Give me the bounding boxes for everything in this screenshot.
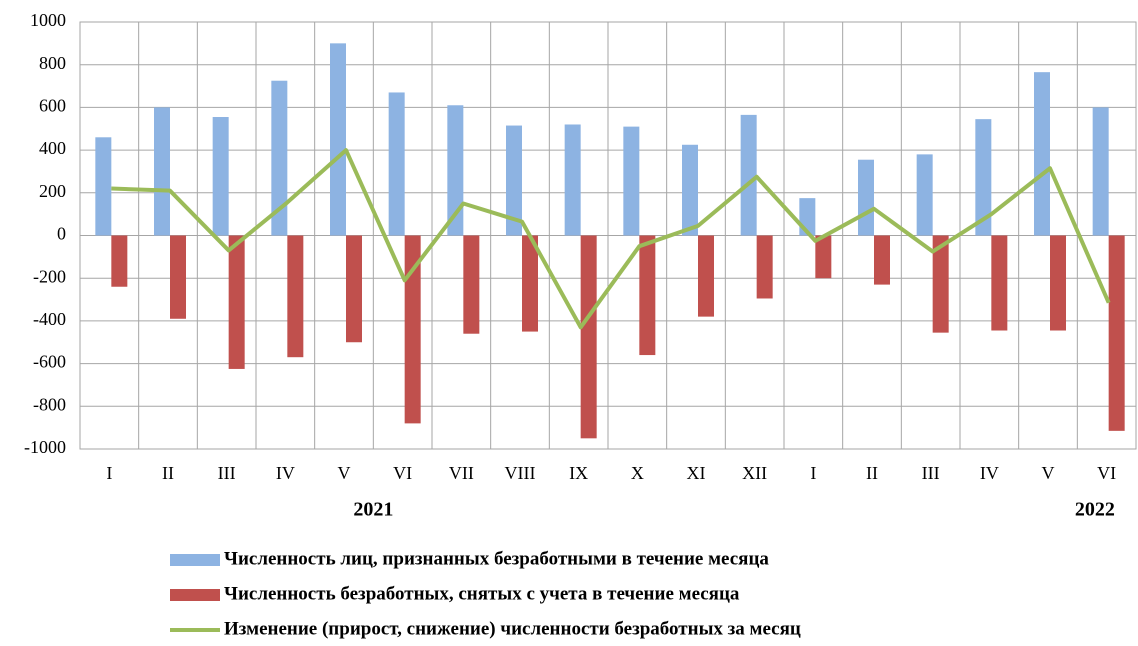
bar — [932, 235, 949, 333]
y-tick-label: -1000 — [24, 437, 66, 457]
x-tick-label: II — [866, 463, 878, 483]
y-tick-label: -600 — [33, 352, 66, 372]
bar — [564, 124, 581, 236]
x-tick-label: III — [218, 463, 236, 483]
bar — [815, 235, 832, 279]
bar — [271, 80, 288, 236]
plot-border — [79, 21, 1137, 450]
x-tick-label: VIII — [505, 463, 536, 483]
legend-label: Численность лиц, признанных безработными… — [224, 548, 769, 569]
legend-swatch — [170, 554, 220, 566]
y-tick-label: -400 — [33, 309, 66, 329]
bar — [346, 235, 362, 343]
bar — [975, 119, 992, 236]
x-tick-label: X — [631, 463, 644, 483]
bar — [1092, 107, 1109, 236]
x-tick-label: IX — [569, 463, 588, 483]
line — [111, 148, 1111, 330]
x-tick-label: I — [106, 463, 112, 483]
bar — [170, 235, 186, 319]
x-tick-label: VII — [449, 463, 474, 483]
x-tick-label: III — [922, 463, 940, 483]
bar — [228, 235, 245, 369]
x-tick-label: IV — [980, 463, 999, 483]
bar — [639, 235, 656, 356]
x-tick-label: IV — [276, 463, 295, 483]
bar — [330, 43, 346, 236]
x-tick-label: XII — [742, 463, 767, 483]
x-tick-label: VI — [393, 463, 412, 483]
bar — [991, 235, 1008, 331]
bar — [506, 125, 522, 236]
y-tick-label: 1000 — [30, 10, 66, 30]
bar — [858, 159, 874, 236]
legend-swatch — [170, 589, 220, 601]
year-label: 2022 — [1075, 499, 1115, 521]
bar — [111, 235, 128, 287]
bar — [580, 235, 597, 439]
x-tick-label: II — [162, 463, 174, 483]
y-tick-label: 200 — [39, 181, 66, 201]
bar — [623, 126, 640, 236]
bar — [95, 137, 112, 236]
bar — [874, 235, 890, 285]
x-tick-label: XI — [687, 463, 706, 483]
bar — [916, 154, 933, 236]
bar — [740, 114, 757, 236]
bar — [1108, 235, 1125, 431]
bar — [682, 144, 698, 236]
year-label: 2021 — [353, 499, 393, 521]
bar — [463, 235, 480, 334]
x-tick-label: V — [338, 463, 351, 483]
bar — [447, 105, 464, 236]
y-tick-label: 800 — [39, 53, 66, 73]
bar — [1050, 235, 1066, 331]
legend-label: Изменение (прирост, снижение) численност… — [224, 618, 801, 639]
bar — [698, 235, 714, 317]
bar — [154, 107, 170, 236]
x-tick-label: V — [1042, 463, 1055, 483]
y-tick-label: -200 — [33, 266, 66, 286]
x-tick-label: I — [810, 463, 816, 483]
bar — [287, 235, 304, 358]
bar — [756, 235, 773, 299]
y-tick-label: 600 — [39, 96, 66, 116]
bar — [1034, 72, 1050, 236]
bar — [212, 117, 229, 236]
legend-label: Численность безработных, снятых с учета … — [224, 583, 740, 604]
x-tick-label: VI — [1097, 463, 1116, 483]
bar — [522, 235, 538, 332]
y-tick-label: 0 — [57, 224, 66, 244]
bar — [404, 235, 421, 424]
bar — [388, 92, 405, 236]
y-tick-label: -800 — [33, 394, 66, 414]
y-tick-label: 400 — [39, 138, 66, 158]
